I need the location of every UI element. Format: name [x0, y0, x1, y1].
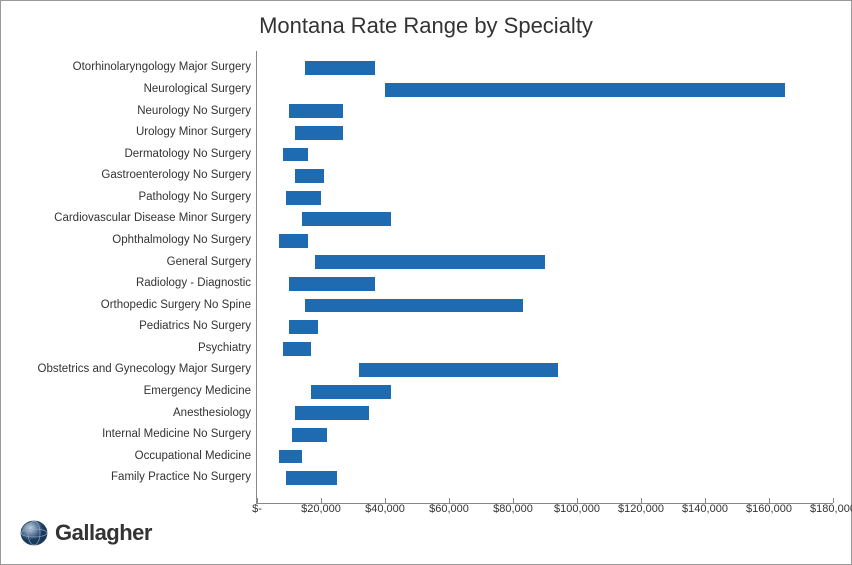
range-bar [286, 471, 337, 485]
category-label: Pathology No Surgery [7, 187, 257, 209]
category-label: Neurological Surgery [7, 79, 257, 101]
category-label: Pediatrics No Surgery [7, 316, 257, 338]
bar-row: Anesthesiology [257, 403, 833, 425]
bar-row: Ophthalmology No Surgery [257, 230, 833, 252]
x-axis-ticks: $-$20,000$40,000$60,000$80,000$100,000$1… [257, 503, 833, 521]
x-tick-label: $140,000 [682, 503, 728, 515]
bar-row: Neurological Surgery [257, 79, 833, 101]
category-label: Psychiatry [7, 338, 257, 360]
bar-row: General Surgery [257, 252, 833, 274]
range-bar [295, 126, 343, 140]
category-label: Orthopedic Surgery No Spine [7, 295, 257, 317]
range-bar [315, 255, 545, 269]
bar-row: Obstetrics and Gynecology Major Surgery [257, 359, 833, 381]
bar-row: Dermatology No Surgery [257, 144, 833, 166]
range-bar [286, 191, 321, 205]
bar-row: Family Practice No Surgery [257, 467, 833, 489]
brand-logo: Gallagher [19, 518, 152, 548]
category-label: Neurology No Surgery [7, 101, 257, 123]
bar-row: Pathology No Surgery [257, 187, 833, 209]
category-label: Urology Minor Surgery [7, 122, 257, 144]
range-bar [289, 320, 318, 334]
bar-row: Gastroenterology No Surgery [257, 165, 833, 187]
plot-area: $-$20,000$40,000$60,000$80,000$100,000$1… [256, 51, 833, 504]
range-bar [302, 212, 392, 226]
range-bar [279, 234, 308, 248]
globe-icon [19, 518, 49, 548]
range-bar [292, 428, 327, 442]
x-tick-label: $180,000 [810, 503, 852, 515]
category-label: Emergency Medicine [7, 381, 257, 403]
range-bar [283, 342, 312, 356]
bar-row: Occupational Medicine [257, 446, 833, 468]
range-bar [295, 169, 324, 183]
bar-row: Urology Minor Surgery [257, 122, 833, 144]
x-tick-label: $- [252, 503, 262, 515]
chart-title: Montana Rate Range by Specialty [13, 13, 839, 39]
range-bar [305, 299, 523, 313]
category-label: Radiology - Diagnostic [7, 273, 257, 295]
bar-row: Psychiatry [257, 338, 833, 360]
category-label: Anesthesiology [7, 403, 257, 425]
bar-row: Emergency Medicine [257, 381, 833, 403]
chart-container: Montana Rate Range by Specialty $-$20,00… [0, 0, 852, 565]
category-label: General Surgery [7, 252, 257, 274]
range-bar [279, 450, 301, 464]
bar-row: Otorhinolaryngology Major Surgery [257, 57, 833, 79]
x-tick-label: $80,000 [493, 503, 533, 515]
x-tick-label: $160,000 [746, 503, 792, 515]
category-label: Internal Medicine No Surgery [7, 424, 257, 446]
bar-row: Pediatrics No Surgery [257, 316, 833, 338]
range-bar [311, 385, 391, 399]
x-tick-label: $20,000 [301, 503, 341, 515]
category-label: Obstetrics and Gynecology Major Surgery [7, 359, 257, 381]
bar-row: Internal Medicine No Surgery [257, 424, 833, 446]
category-label: Gastroenterology No Surgery [7, 165, 257, 187]
category-label: Occupational Medicine [7, 446, 257, 468]
category-label: Ophthalmology No Surgery [7, 230, 257, 252]
x-tick-label: $120,000 [618, 503, 664, 515]
category-label: Otorhinolaryngology Major Surgery [7, 57, 257, 79]
bar-row: Orthopedic Surgery No Spine [257, 295, 833, 317]
range-bar [295, 406, 369, 420]
x-tick-label: $100,000 [554, 503, 600, 515]
bar-row: Neurology No Surgery [257, 101, 833, 123]
range-bar [305, 61, 375, 75]
category-label: Cardiovascular Disease Minor Surgery [7, 208, 257, 230]
brand-name: Gallagher [55, 520, 152, 546]
category-label: Dermatology No Surgery [7, 144, 257, 166]
range-bar [385, 83, 785, 97]
range-bar [283, 148, 309, 162]
bar-row: Cardiovascular Disease Minor Surgery [257, 208, 833, 230]
range-bar [289, 277, 375, 291]
category-label: Family Practice No Surgery [7, 467, 257, 489]
x-tick-label: $60,000 [429, 503, 469, 515]
range-bar [359, 363, 557, 377]
range-bar [289, 104, 343, 118]
bar-row: Radiology - Diagnostic [257, 273, 833, 295]
x-tick-label: $40,000 [365, 503, 405, 515]
